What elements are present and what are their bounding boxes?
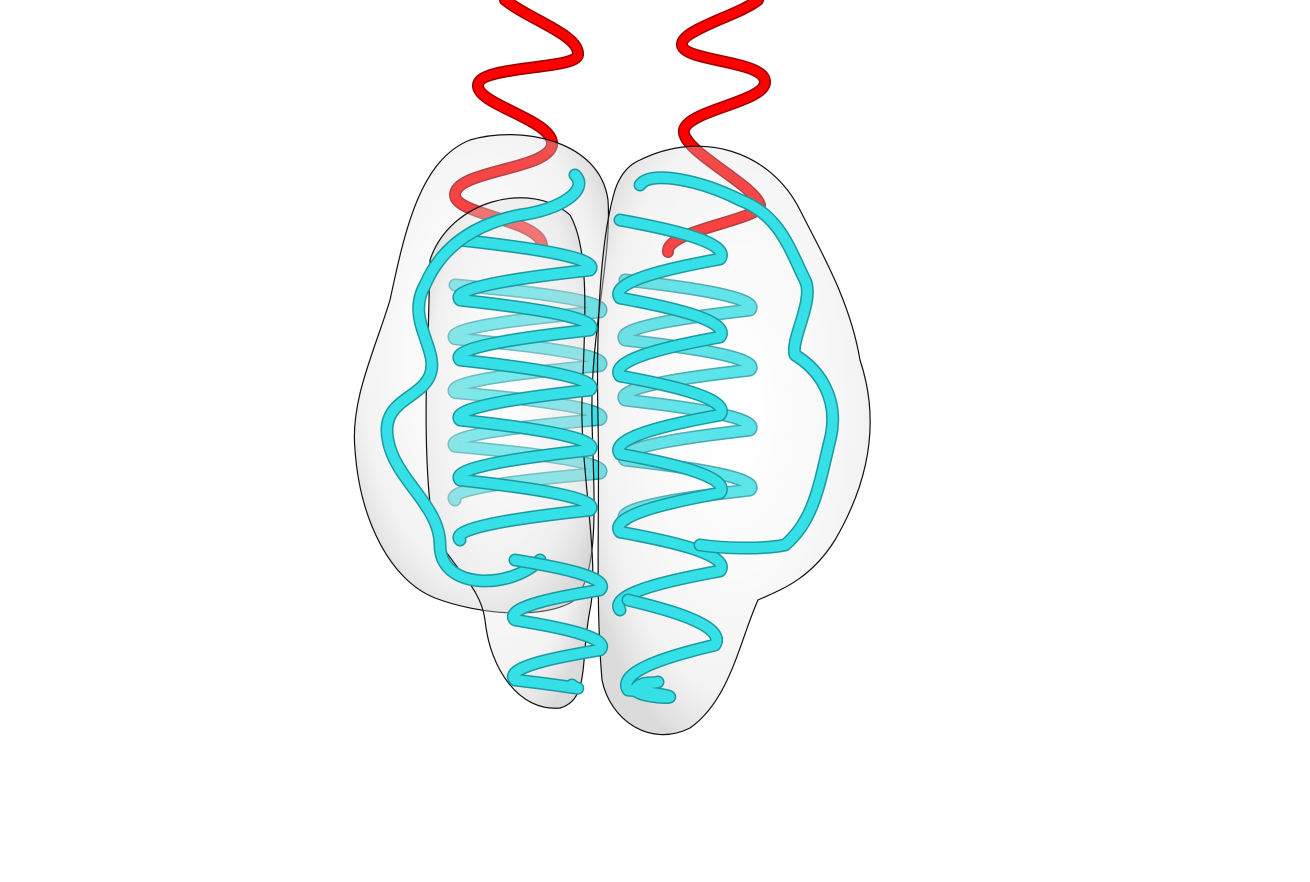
right-loop [635,172,838,554]
front-helix-group [380,168,840,704]
left-loop [381,170,584,586]
right-lower-helix [621,595,722,703]
right-front-helix [613,215,727,615]
left-lower-helix [508,555,607,694]
left-front-helix [454,235,596,545]
